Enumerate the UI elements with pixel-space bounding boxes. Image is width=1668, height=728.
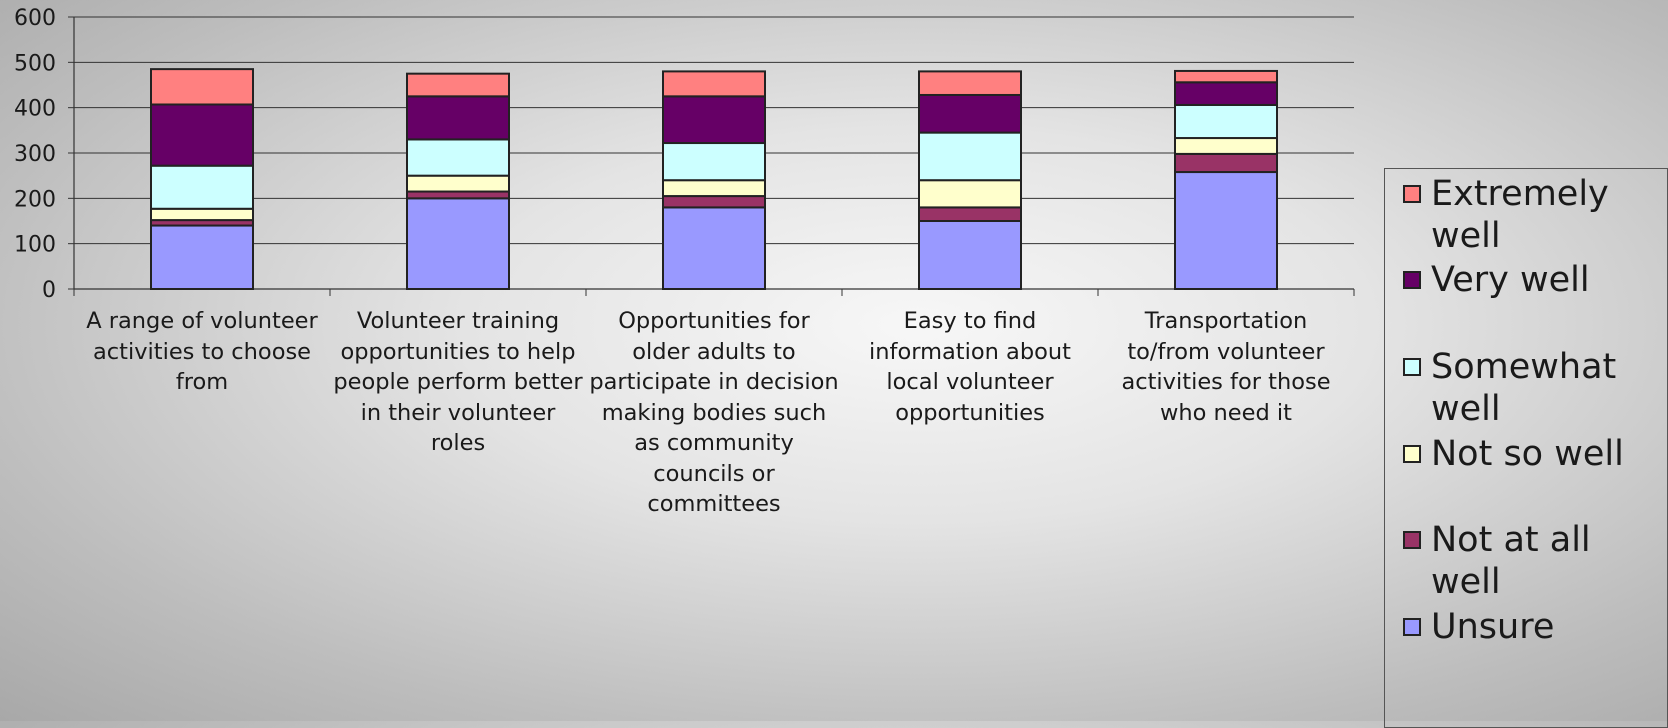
legend-swatch-somewhat-well [1403, 358, 1421, 376]
legend-item-unsure: Unsure [1403, 606, 1653, 648]
x-category-label: Easy to find information about local vol… [869, 308, 1071, 426]
bars [150, 68, 1278, 291]
bar-segment-somewhat-well [662, 142, 766, 182]
x-category-label: Transportation to/from volunteer activit… [1121, 308, 1331, 426]
bar-segment-unsure [150, 224, 254, 291]
bar-segment-not-at-all-well [1174, 152, 1278, 174]
bar-segment-somewhat-well [1174, 103, 1278, 140]
legend-item-somewhat-well: Somewhat well [1403, 346, 1653, 430]
legend: Extremely well Very well Somewhat well N… [1384, 168, 1668, 728]
bar-segment-unsure [406, 197, 510, 290]
legend-label: Somewhat well [1431, 347, 1617, 429]
legend-swatch-extremely-well [1403, 185, 1421, 203]
legend-label: Very well [1431, 260, 1590, 300]
bar-segment-not-so-well [150, 207, 254, 222]
legend-item-not-at-all-well: Not at all well [1403, 519, 1653, 603]
y-tick-label: 300 [14, 142, 56, 167]
bar-segment-very-well [150, 103, 254, 167]
legend-item-extremely-well: Extremely well [1403, 173, 1653, 257]
bar-segment-very-well [1174, 81, 1278, 106]
bar-segment-not-so-well [406, 174, 510, 193]
bar-segment-not-so-well [918, 179, 1022, 209]
bar-segment-not-at-all-well [406, 190, 510, 200]
bar-segment-not-at-all-well [918, 206, 1022, 222]
y-tick-label: 100 [14, 233, 56, 258]
bar-segment-very-well [662, 95, 766, 145]
bar-segment-not-at-all-well [662, 195, 766, 209]
bar-segment-somewhat-well [150, 164, 254, 210]
legend-item-very-well: Very well [1403, 259, 1653, 301]
y-tick-label: 500 [14, 51, 56, 76]
bar-segment-unsure [1174, 171, 1278, 290]
x-category-label: Volunteer training opportunities to help… [333, 308, 583, 456]
bar-segment-very-well [406, 95, 510, 141]
bar-segment-somewhat-well [406, 138, 510, 177]
bar-segment-extremely-well [918, 70, 1022, 96]
legend-swatch-very-well [1403, 271, 1421, 289]
legend-swatch-not-so-well [1403, 445, 1421, 463]
legend-item-not-so-well: Not so well [1403, 433, 1653, 475]
x-category-label: Opportunities for older adults to partic… [589, 308, 839, 517]
legend-label: Not at all well [1431, 520, 1591, 602]
y-tick-labels: 0 100 200 300 400 500 600 [14, 6, 56, 303]
legend-label: Extremely well [1431, 174, 1609, 256]
bar-segment-extremely-well [1174, 69, 1278, 84]
legend-label: Unsure [1431, 607, 1555, 647]
x-category-label: A range of volunteer activities to choos… [86, 308, 318, 395]
y-tick-label: 200 [14, 187, 56, 212]
y-tick-label: 0 [42, 278, 56, 303]
legend-swatch-not-at-all-well [1403, 531, 1421, 549]
legend-swatch-unsure [1403, 618, 1421, 636]
bar-segment-not-so-well [662, 179, 766, 198]
bar-segment-not-so-well [1174, 137, 1278, 155]
bar-segment-somewhat-well [918, 131, 1022, 182]
bar-segment-very-well [918, 93, 1022, 134]
bar-segment-unsure [662, 206, 766, 290]
legend-label: Not so well [1431, 434, 1624, 474]
y-tick-label: 400 [14, 97, 56, 122]
bar-segment-extremely-well [406, 72, 510, 98]
y-tick-label: 600 [14, 6, 56, 31]
bar-segment-unsure [918, 220, 1022, 290]
bar-segment-extremely-well [662, 70, 766, 98]
bar-segment-extremely-well [150, 68, 254, 106]
